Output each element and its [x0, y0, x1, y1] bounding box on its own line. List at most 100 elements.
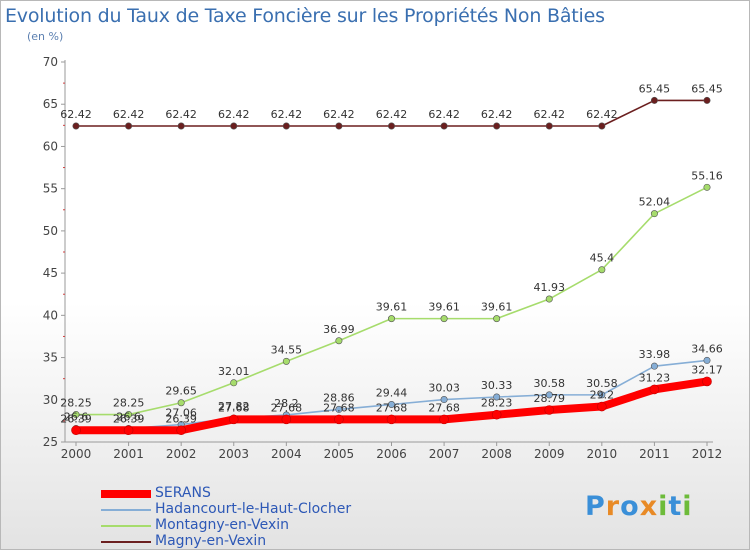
logo-letter: t [668, 491, 683, 522]
series-point-0 [544, 405, 555, 415]
series-point-0 [439, 414, 449, 425]
y-tick-label: 30 [43, 393, 58, 407]
series-point-1 [545, 391, 553, 399]
legend-label-hadancourt: Hadancourt-le-Haut-Clocher [155, 501, 352, 517]
x-tick-label: 2009 [534, 447, 565, 461]
legend-label-serans: SERANS [155, 485, 211, 501]
x-tick-label: 2002 [166, 447, 197, 461]
data-label-1: 30.33 [481, 379, 513, 392]
y-tick-label: 70 [43, 55, 58, 69]
data-label-0: 27.68 [271, 401, 303, 414]
data-label-3: 62.42 [165, 108, 197, 121]
data-label-0: 28.79 [534, 392, 566, 405]
data-label-1: 27.82 [218, 400, 250, 413]
data-label-3: 62.42 [271, 108, 303, 121]
x-tick-label: 2006 [376, 447, 407, 461]
data-label-3: 62.42 [534, 108, 566, 121]
y-tick-label: 45 [43, 266, 58, 280]
series-point-0 [597, 401, 607, 412]
data-label-1: 33.98 [639, 348, 671, 361]
series-point-3 [493, 122, 501, 130]
data-label-2: 36.99 [323, 323, 355, 336]
series-point-3 [125, 122, 133, 130]
series-point-2 [387, 315, 395, 323]
x-tick-label: 2012 [692, 447, 723, 461]
data-label-0: 26.39 [60, 412, 92, 425]
series-point-1 [493, 393, 501, 401]
legend-label-montagny: Montagny-en-Vexin [155, 517, 290, 533]
y-tick-label: 35 [43, 351, 58, 365]
series-point-1 [387, 401, 395, 409]
data-label-2: 55.16 [691, 169, 723, 182]
series-point-3 [598, 122, 606, 130]
logo-letter: i [682, 491, 693, 522]
data-label-3: 62.42 [60, 108, 92, 121]
x-tick-label: 2004 [271, 447, 302, 461]
x-tick-label: 2010 [587, 447, 618, 461]
data-label-0: 27.68 [218, 401, 250, 414]
data-label-3: 62.42 [218, 108, 250, 121]
data-label-2: 39.61 [481, 301, 513, 314]
data-label-2: 28.25 [60, 397, 92, 410]
data-label-1: 26.6 [116, 410, 141, 423]
legend-label-magny: Magny-en-Vexin [155, 533, 267, 549]
data-label-3: 65.45 [639, 82, 671, 95]
x-tick-label: 2003 [218, 447, 249, 461]
series-point-2 [493, 315, 501, 323]
series-point-0 [71, 425, 81, 436]
series-point-2 [598, 266, 606, 274]
data-label-0: 27.68 [323, 401, 355, 414]
series-point-0 [123, 425, 134, 436]
series-point-2 [650, 210, 658, 218]
series-point-0 [386, 414, 397, 425]
data-label-3: 65.45 [691, 82, 723, 95]
data-label-0: 32.17 [691, 363, 723, 376]
series-point-2 [703, 183, 711, 191]
series-point-3 [650, 96, 658, 104]
x-tick-label: 2005 [324, 447, 355, 461]
y-tick-label: 60 [43, 139, 58, 153]
series-point-0 [491, 409, 502, 420]
legend-swatch-magny [101, 541, 151, 543]
series-point-2 [335, 337, 343, 345]
data-label-0: 27.68 [376, 401, 408, 414]
series-point-1 [440, 396, 448, 404]
data-label-2: 52.04 [639, 196, 671, 209]
series-point-0 [176, 425, 186, 436]
x-tick-label: 2008 [481, 447, 512, 461]
data-label-0: 31.23 [639, 371, 671, 384]
data-label-3: 62.42 [428, 108, 460, 121]
data-label-2: 41.93 [534, 281, 566, 294]
data-label-1: 30.03 [428, 382, 460, 395]
series-point-2 [230, 379, 238, 387]
data-label-1: 26.6 [64, 410, 89, 423]
series-point-3 [440, 122, 448, 130]
series-point-2 [545, 295, 553, 303]
x-tick-label: 2011 [639, 447, 670, 461]
series-point-1 [598, 391, 606, 399]
y-tick-label: 55 [43, 182, 58, 196]
series-point-0 [228, 414, 239, 425]
series-point-2 [440, 315, 448, 323]
data-label-3: 62.42 [586, 108, 618, 121]
x-tick-label: 2000 [61, 447, 92, 461]
data-label-3: 62.42 [481, 108, 513, 121]
x-tick-label: 2001 [113, 447, 144, 461]
chart-title: Evolution du Taux de Taxe Foncière sur l… [5, 5, 605, 27]
y-tick-label: 40 [43, 308, 58, 322]
logo-letter: o [620, 491, 640, 522]
data-label-3: 62.42 [323, 108, 355, 121]
series-point-3 [545, 122, 553, 130]
data-label-2: 34.55 [271, 343, 303, 356]
series-point-2 [177, 399, 185, 407]
data-label-3: 62.42 [113, 108, 145, 121]
y-tick-label: 50 [43, 224, 58, 238]
unit-label: (en %) [27, 30, 64, 43]
series-point-2 [125, 411, 133, 419]
legend-swatch-montagny [101, 525, 151, 527]
y-tick-label: 65 [43, 97, 58, 111]
series-point-0 [281, 414, 292, 425]
series-point-3 [177, 122, 185, 130]
series-point-1 [703, 356, 711, 364]
